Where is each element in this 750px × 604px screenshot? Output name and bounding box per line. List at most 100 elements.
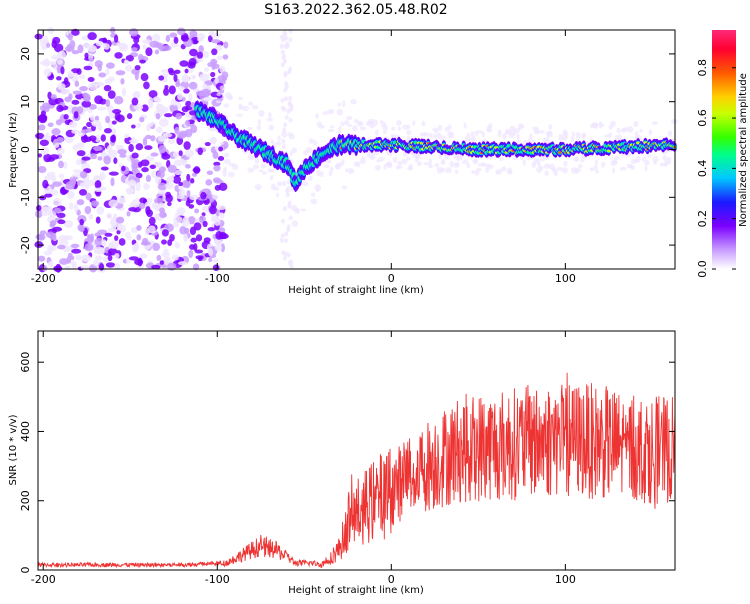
spectrogram-cell: [103, 155, 111, 165]
spectrogram-cell: [165, 34, 171, 43]
spectrogram-cell: [634, 131, 639, 136]
spectrogram-cell: [129, 28, 139, 37]
spectrogram-cell: [531, 126, 539, 130]
spectrogram-cell: [185, 100, 192, 108]
spectrogram-cell: [71, 99, 80, 105]
spectrogram-cell: [310, 192, 316, 197]
spectrogram-cell: [466, 132, 471, 138]
spectrogram-cell: [73, 111, 79, 119]
spectrogram-cell: [285, 41, 290, 47]
spectrogram-cell: [167, 176, 175, 183]
spectrogram-cell: [159, 260, 164, 265]
spectrogram-cell: [352, 125, 358, 132]
spectrogram-cell: [152, 242, 161, 252]
spectrogram-cell: [174, 69, 181, 75]
spectrogram-cell: [193, 166, 201, 174]
spectrogram-cell: [69, 178, 76, 187]
spectrogram-cell: [35, 132, 45, 140]
spectrogram-cell: [208, 30, 215, 36]
spectrogram-cell: [87, 77, 95, 83]
spectrogram-cell: [94, 255, 103, 261]
spectrogram-cell: [80, 265, 91, 270]
spectrogram-cell: [288, 96, 293, 102]
spectrogram-cell: [157, 136, 167, 142]
spectrogram-cell: [215, 230, 223, 240]
spectrogram-cell: [47, 122, 54, 127]
spectrogram-cell: [216, 205, 226, 211]
spectrogram-cell: [56, 212, 66, 219]
spectrogram-cell: [202, 220, 208, 228]
spectrogram-cell: [178, 189, 186, 197]
spectrogram-cell: [108, 171, 119, 176]
spectrogram-cell: [548, 124, 553, 130]
spectrogram-cell: [96, 106, 107, 111]
spectrogram-cell: [79, 86, 89, 92]
spectrogram-cell: [155, 161, 163, 168]
spectrogram-cell: [100, 166, 109, 171]
spectrogram-cell: [206, 170, 214, 176]
spectrogram-cell: [146, 209, 153, 218]
spectrogram-cell: [126, 235, 132, 241]
spectrogram-cell: [60, 89, 70, 95]
spectrogram-cell: [279, 43, 284, 49]
spectrogram-cell: [63, 77, 69, 85]
spectrogram-cell: [592, 124, 597, 129]
spectrogram-cell: [219, 85, 226, 91]
spectrogram-cell: [134, 65, 141, 71]
spectrogram-cell: [140, 159, 150, 167]
spectrogram-cell: [131, 158, 136, 165]
spectrogram-cell: [79, 181, 87, 188]
spectrogram-cell: [346, 123, 352, 127]
spectrogram-cell: [188, 93, 193, 102]
spectrogram-cell: [123, 59, 129, 65]
spectrogram-cell: [75, 254, 83, 261]
spectrogram-cell: [94, 237, 103, 247]
spectrogram-cell: [215, 100, 221, 104]
spectrogram-cell: [111, 128, 117, 135]
spectrogram-cell: [440, 167, 446, 173]
spectrogram-cell: [635, 141, 641, 145]
spectrogram-cell: [76, 150, 86, 157]
spectrogram-cell: [606, 149, 612, 153]
spectrogram-cell: [37, 255, 46, 262]
spectrogram-cell: [188, 81, 198, 90]
spectrogram-cell: [428, 164, 433, 169]
spectrogram-cell: [203, 67, 210, 73]
spectrogram-cell: [46, 205, 53, 215]
snr-ticks: -200 -100 0 100 0 200 400 600: [19, 331, 675, 586]
spectrogram-cell: [488, 122, 493, 129]
spectrogram-cell: [102, 150, 107, 156]
spectrogram-cell: [71, 50, 80, 55]
spectrogram-cell: [423, 161, 430, 166]
spectrogram-cell: [268, 124, 275, 131]
spectrogram-cell: [211, 48, 218, 56]
spectrogram-cell: [107, 76, 115, 82]
spectrogram-cell: [254, 156, 260, 164]
spectrogram-cell: [218, 146, 224, 152]
spectrogram-cell: [212, 194, 219, 199]
spectrogram-cell: [159, 211, 167, 218]
spectrogram-cell: [73, 203, 79, 213]
spectrogram-cell: [224, 152, 230, 158]
spectrogram-cell: [350, 99, 357, 105]
spectrogram-cell: [110, 177, 115, 187]
spectrogram-cell: [213, 217, 221, 226]
spectrogram-cell: [193, 222, 202, 231]
spectrogram-cell: [41, 102, 51, 110]
spectrogram-cell: [94, 115, 100, 122]
spectrogram-cell: [139, 116, 145, 123]
spectrogram-cell: [288, 37, 293, 43]
spectrogram-cell: [256, 124, 262, 131]
spectrogram-cell: [142, 137, 148, 146]
spectrogram-cell: [107, 90, 116, 99]
spectrogram-cell: [220, 243, 226, 253]
spectrogram-cell: [35, 234, 44, 240]
spectrogram-cell: [140, 72, 149, 82]
spectrogram-cell: [214, 243, 223, 252]
spectrogram-cell: [108, 199, 119, 208]
spectrogram-cell: [280, 62, 285, 68]
spectrogram-cell: [595, 169, 599, 174]
spectrogram-cell: [454, 169, 459, 175]
spectrogram-cell: [174, 126, 180, 135]
